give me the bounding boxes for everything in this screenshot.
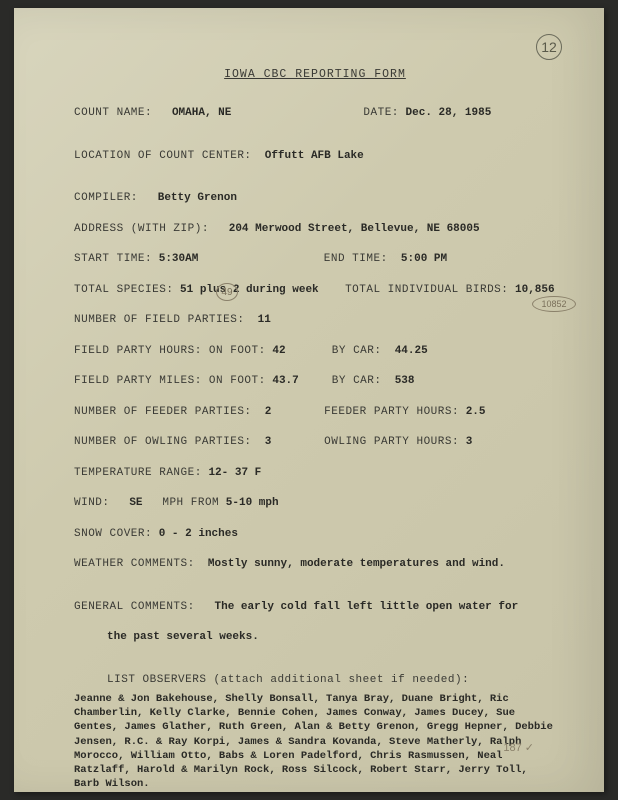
snow-value: 0 - 2 inches — [159, 528, 238, 540]
row-wind: WIND: SE MPH FROM 5-10 mph — [74, 495, 556, 512]
fpm-foot-label: FIELD PARTY MILES: ON FOOT: — [74, 375, 266, 387]
row-location: LOCATION OF COUNT CENTER: Offutt AFB Lak… — [74, 148, 556, 165]
feeder-hours-value: 2.5 — [466, 406, 486, 418]
fpm-car-value: 538 — [395, 375, 415, 387]
address-label: ADDRESS (WITH ZIP): — [74, 223, 209, 235]
fpm-car-label: BY CAR: — [332, 375, 382, 387]
row-totals: TOTAL SPECIES: 51 plus 2 during week TOT… — [74, 282, 556, 299]
row-fpm: FIELD PARTY MILES: ON FOOT: 43.7 BY CAR:… — [74, 373, 556, 390]
row-feeder: NUMBER OF FEEDER PARTIES: 2 FEEDER PARTY… — [74, 404, 556, 421]
wind-mid: MPH FROM — [162, 497, 219, 509]
owling-hours-value: 3 — [466, 436, 473, 448]
address-value: 204 Merwood Street, Bellevue, NE 68005 — [229, 223, 480, 235]
page-number: 12 — [541, 39, 557, 55]
start-time-label: START TIME: — [74, 253, 152, 265]
form-title: IOWA CBC REPORTING FORM — [74, 68, 556, 81]
row-times: START TIME: 5:30AM END TIME: 5:00 PM — [74, 251, 556, 268]
count-name-value: OMAHA, NE — [172, 107, 231, 119]
wind-label: WIND: — [74, 497, 110, 509]
row-compiler: COMPILER: Betty Grenon — [74, 190, 556, 207]
page-number-circle: 12 — [536, 34, 562, 60]
feeder-parties-label: NUMBER OF FEEDER PARTIES: — [74, 406, 252, 418]
row-weather-comments: WEATHER COMMENTS: Mostly sunny, moderate… — [74, 556, 556, 573]
end-time-label: END TIME: — [324, 253, 388, 265]
end-time-value: 5:00 PM — [401, 253, 447, 265]
fph-car-value: 44.25 — [395, 345, 428, 357]
date-value: Dec. 28, 1985 — [406, 107, 492, 119]
fph-car-label: BY CAR: — [332, 345, 382, 357]
start-time-value: 5:30AM — [159, 253, 199, 265]
bottom-tick: 187 ✓ — [503, 741, 534, 754]
owling-hours-label: OWLING PARTY HOURS: — [324, 436, 459, 448]
count-name-label: COUNT NAME: — [74, 107, 152, 119]
row-snow: SNOW COVER: 0 - 2 inches — [74, 526, 556, 543]
feeder-parties-value: 2 — [265, 406, 272, 418]
row-general-comments: GENERAL COMMENTS: The early cold fall le… — [74, 599, 556, 616]
annotation-49-circle: 49 — [216, 283, 238, 301]
field-parties-label: NUMBER OF FIELD PARTIES: — [74, 314, 244, 326]
general-comments-label: GENERAL COMMENTS: — [74, 601, 195, 613]
annotation-10852: 10852 — [541, 299, 566, 309]
snow-label: SNOW COVER: — [74, 528, 152, 540]
temp-value: 12- 37 F — [208, 467, 261, 479]
weather-comments-value: Mostly sunny, moderate temperatures and … — [208, 558, 505, 570]
document-page: 12 IOWA CBC REPORTING FORM COUNT NAME: O… — [14, 8, 604, 792]
annotation-49: 49 — [221, 287, 232, 298]
total-birds-value: 10,856 — [515, 284, 555, 296]
row-address: ADDRESS (WITH ZIP): 204 Merwood Street, … — [74, 221, 556, 238]
total-species-label: TOTAL SPECIES: — [74, 284, 173, 296]
general-comments-value-2: the past several weeks. — [107, 631, 259, 643]
field-parties-value: 11 — [258, 314, 271, 326]
wind-value: 5-10 mph — [226, 497, 279, 509]
general-comments-value: The early cold fall left little open wat… — [215, 601, 519, 613]
location-label: LOCATION OF COUNT CENTER: — [74, 150, 252, 162]
date-label: DATE: — [363, 107, 399, 119]
compiler-value: Betty Grenon — [158, 192, 237, 204]
row-temp: TEMPERATURE RANGE: 12- 37 F — [74, 465, 556, 482]
total-species-value: 51 plus 2 during week — [180, 284, 319, 296]
row-field-parties: NUMBER OF FIELD PARTIES: 11 — [74, 312, 556, 329]
owling-parties-value: 3 — [265, 436, 272, 448]
wind-dir: SE — [129, 497, 142, 509]
row-fph: FIELD PARTY HOURS: ON FOOT: 42 BY CAR: 4… — [74, 343, 556, 360]
weather-comments-label: WEATHER COMMENTS: — [74, 558, 195, 570]
fph-foot-value: 42 — [272, 345, 285, 357]
observers-label: LIST OBSERVERS (attach additional sheet … — [107, 674, 469, 686]
fpm-foot-value: 43.7 — [272, 375, 298, 387]
row-count-date: COUNT NAME: OMAHA, NE DATE: Dec. 28, 198… — [74, 105, 556, 122]
row-general-comments-2: the past several weeks. — [74, 629, 556, 646]
annotation-10852-circle: 10852 — [532, 296, 576, 312]
feeder-hours-label: FEEDER PARTY HOURS: — [324, 406, 459, 418]
observers-list: Jeanne & Jon Bakehouse, Shelly Bonsall, … — [74, 692, 556, 791]
row-observers-label: LIST OBSERVERS (attach additional sheet … — [74, 672, 556, 689]
owling-parties-label: NUMBER OF OWLING PARTIES: — [74, 436, 252, 448]
row-owling: NUMBER OF OWLING PARTIES: 3 OWLING PARTY… — [74, 434, 556, 451]
total-birds-label: TOTAL INDIVIDUAL BIRDS: — [345, 284, 508, 296]
compiler-label: COMPILER: — [74, 192, 138, 204]
location-value: Offutt AFB Lake — [265, 150, 364, 162]
temp-label: TEMPERATURE RANGE: — [74, 467, 202, 479]
fph-foot-label: FIELD PARTY HOURS: ON FOOT: — [74, 345, 266, 357]
